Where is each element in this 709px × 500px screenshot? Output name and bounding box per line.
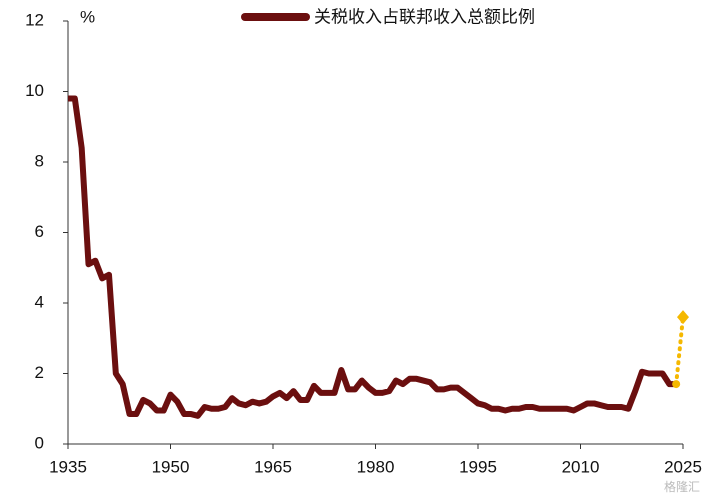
- projection-start: [672, 380, 681, 389]
- projection-line: [674, 315, 685, 387]
- x-tick-label: 1935: [49, 457, 87, 476]
- data-line: [68, 95, 677, 419]
- y-tick-label: 2: [35, 363, 44, 382]
- y-tick-label: 8: [35, 151, 44, 170]
- x-tick-label: 1965: [254, 457, 292, 476]
- x-tick-label: 2010: [562, 457, 600, 476]
- legend-label: 关税收入占联邦收入总额比例: [314, 7, 535, 26]
- x-tick-label: 1995: [459, 457, 497, 476]
- y-tick-label: 6: [35, 222, 44, 241]
- y-unit: %: [80, 7, 95, 26]
- projection-end: [677, 310, 689, 325]
- x-tick-label: 1950: [152, 457, 190, 476]
- y-tick-label: 0: [35, 433, 44, 452]
- y-tick-label: 10: [25, 81, 44, 100]
- y-tick-label: 12: [25, 10, 44, 29]
- x-tick-label: 1980: [357, 457, 395, 476]
- x-tick-label: 2025: [664, 457, 702, 476]
- watermark: 格隆汇: [664, 479, 700, 494]
- y-tick-label: 4: [35, 292, 44, 311]
